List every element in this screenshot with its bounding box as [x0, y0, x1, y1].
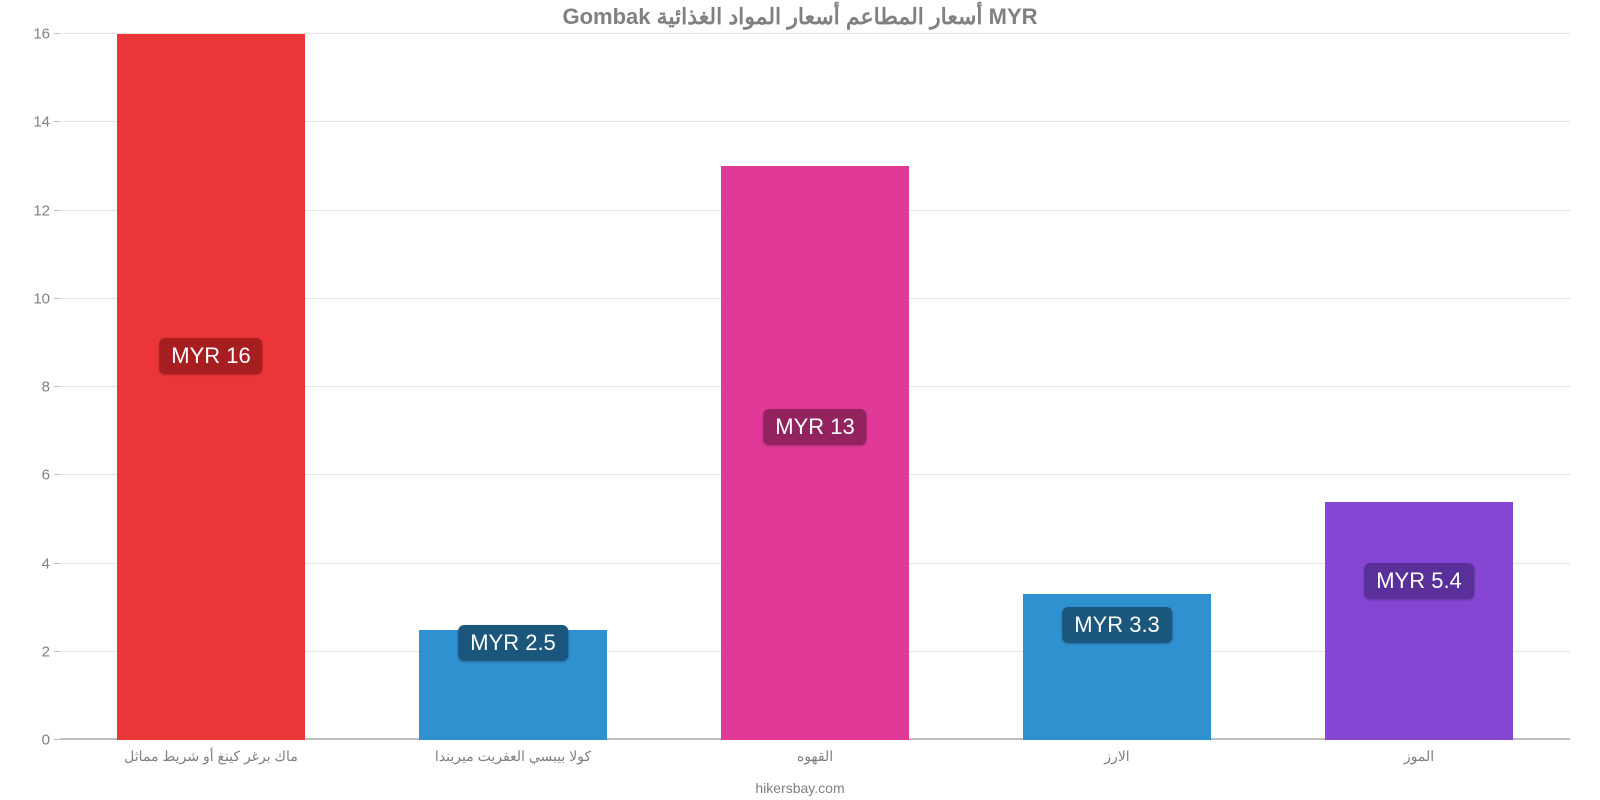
bar-value-badge: MYR 3.3 — [1062, 607, 1172, 643]
y-tick-label: 12 — [33, 202, 60, 219]
y-tick-label: 16 — [33, 26, 60, 43]
price-chart: Gombak أسعار المطاعم أسعار المواد الغذائ… — [0, 0, 1600, 800]
x-axis-label: ماك برغر كينغ أو شريط مماثل — [124, 740, 298, 765]
bar-value-badge: MYR 2.5 — [458, 625, 568, 661]
y-tick-label: 8 — [42, 379, 60, 396]
plot-area: 0246810121416MYR 16ماك برغر كينغ أو شريط… — [60, 34, 1570, 740]
bar — [117, 34, 304, 740]
y-tick-label: 14 — [33, 114, 60, 131]
y-tick-label: 4 — [42, 555, 60, 572]
y-tick-label: 0 — [42, 732, 60, 749]
bar — [721, 166, 908, 740]
x-axis-label: القهوه — [797, 740, 833, 765]
bar — [1325, 502, 1512, 740]
y-tick-label: 2 — [42, 643, 60, 660]
x-axis-label: كولا بيبسي العفريت ميريندا — [435, 740, 591, 765]
bar-value-badge: MYR 5.4 — [1364, 563, 1474, 599]
chart-source: hikersbay.com — [0, 780, 1600, 796]
y-tick-label: 10 — [33, 290, 60, 307]
chart-title: Gombak أسعار المطاعم أسعار المواد الغذائ… — [0, 4, 1600, 30]
x-axis-label: الارز — [1104, 740, 1129, 765]
y-tick-label: 6 — [42, 467, 60, 484]
bar-value-badge: MYR 13 — [763, 409, 866, 445]
x-axis-label: الموز — [1404, 740, 1434, 765]
bar-value-badge: MYR 16 — [159, 338, 262, 374]
